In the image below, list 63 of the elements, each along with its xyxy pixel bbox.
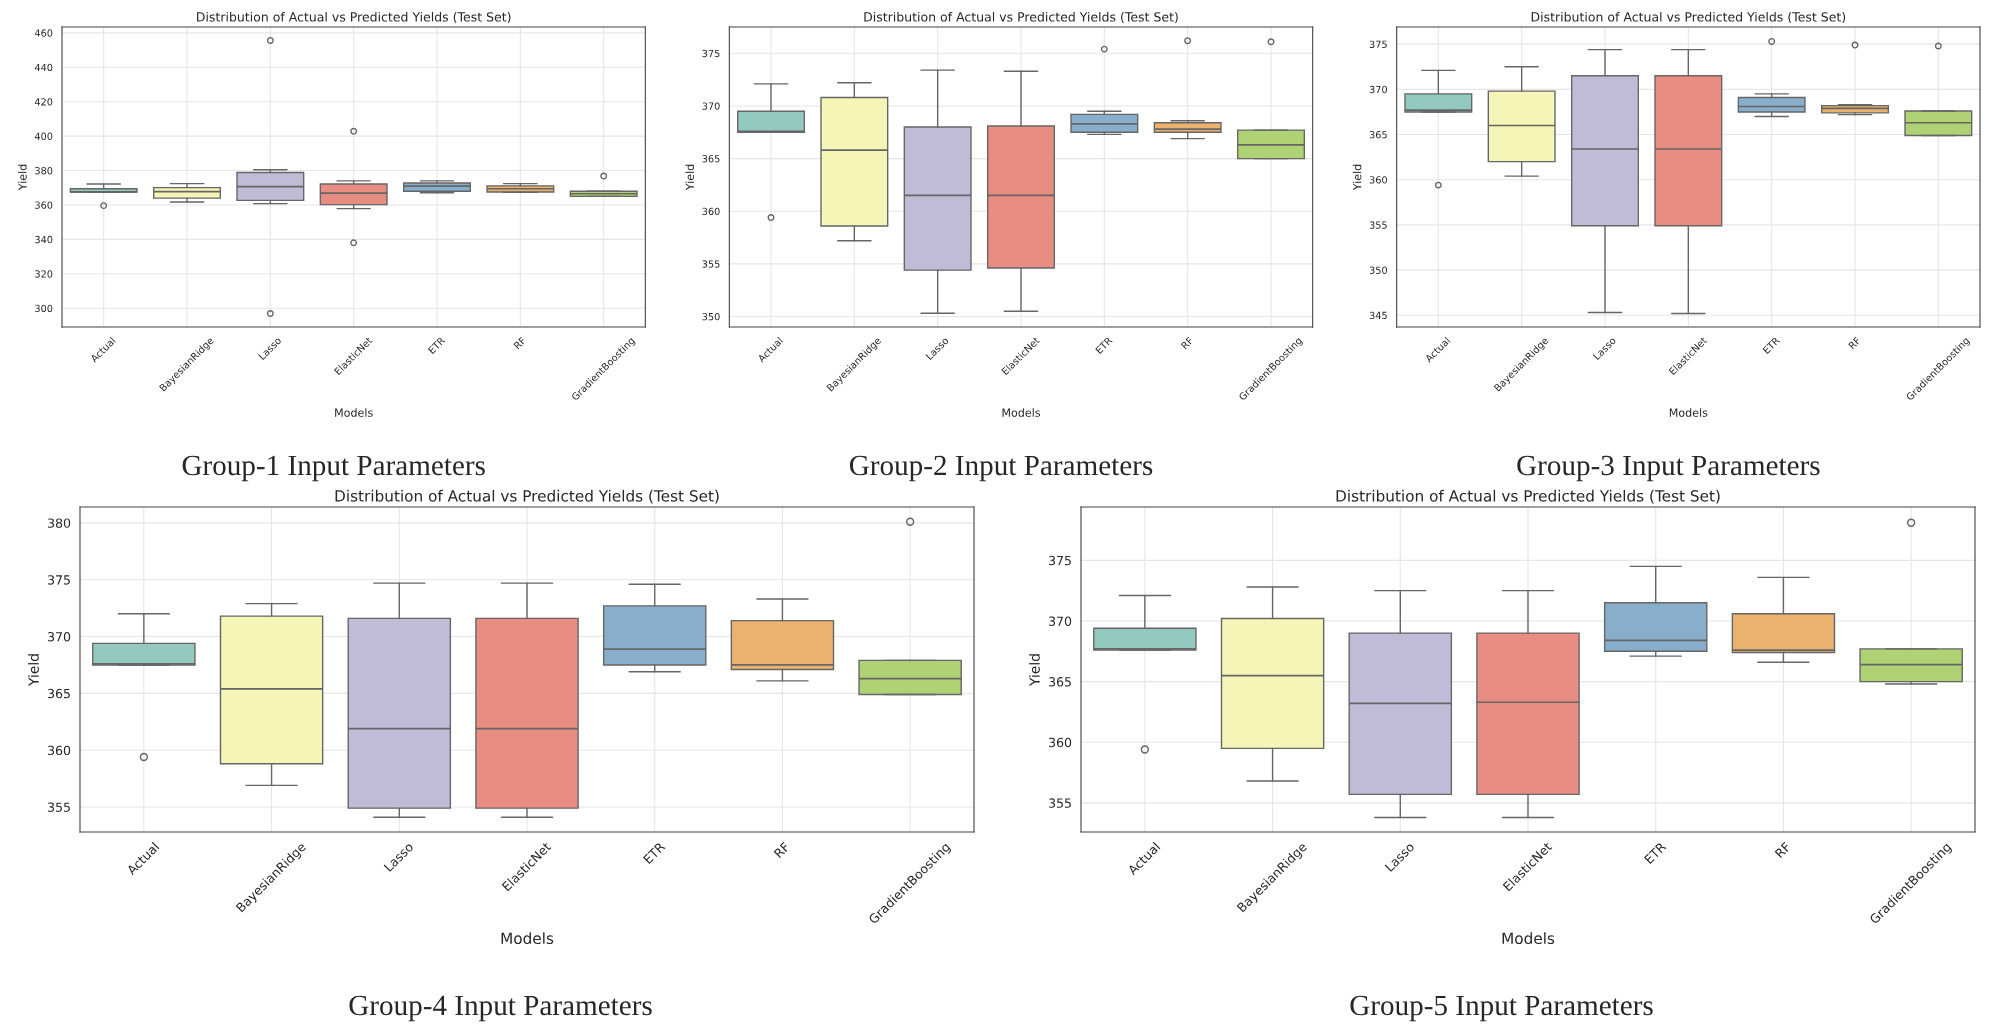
x-tick-label: RF [1180,336,1194,350]
y-tick-label: 365 [48,688,70,699]
y-tick-label: 350 [702,312,720,321]
x-tick-label: ETR [427,336,446,354]
x-axis-title: Models [1002,408,1041,417]
chart-title: Distribution of Actual vs Predicted Yields (Test Set) [1336,489,1720,504]
x-tick-label: RF [1848,336,1861,350]
y-tick-label: 360 [35,201,53,209]
y-tick-label: 360 [48,745,71,756]
y-tick-label: 360 [1369,176,1387,184]
text: Group-2 Input Parameters [849,455,1153,482]
y-tick-label: 400 [34,132,53,140]
y-tick-label: 360 [702,207,720,216]
y-tick-label: 355 [702,260,720,268]
x-tick-label: ETR [1644,841,1667,864]
y-tick-label: 375 [702,49,720,58]
chart-title: Distribution of Actual vs Predicted Yields (Test Set) [197,11,511,24]
y-tick-label: 355 [1049,798,1071,808]
chart-title: Distribution of Actual vs Predicted Yields (Test Set) [335,489,719,504]
x-tick-label: ETR [643,841,666,864]
y-tick-label: 355 [48,802,70,812]
x-tick-label: ETR [1762,336,1781,354]
y-axis-title: Yield [28,654,39,687]
chart-title: Distribution of Actual vs Predicted Yields (Test Set) [1531,11,1846,24]
y-tick-label: 375 [48,575,70,585]
text: Group-3 Input Parameters [1517,455,1820,482]
y-tick-label: 375 [1369,40,1387,48]
y-tick-label: 365 [1369,131,1387,139]
text: Group-1 Input Parameters [182,455,485,482]
text: Group-4 Input Parameters [349,995,652,1022]
y-tick-label: 370 [1049,616,1072,626]
x-tick-label: RF [1774,841,1791,859]
y-tick-label: 355 [1369,221,1387,229]
x-axis-title: Models [1669,408,1708,417]
x-tick-label: RF [773,841,790,859]
y-axis-title: Yield [1029,654,1040,687]
y-axis-title: Yield [685,164,695,191]
y-tick-label: 370 [1369,85,1387,94]
x-tick-label: ETR [1095,336,1113,354]
y-tick-label: 365 [1049,677,1071,687]
y-tick-label: 300 [35,304,53,313]
y-tick-label: 350 [1369,266,1387,274]
y-tick-label: 420 [34,98,53,106]
x-axis-title: Models [501,932,554,945]
x-axis-title: Models [335,408,373,417]
y-tick-label: 340 [35,235,53,244]
x-axis-title: Models [1502,932,1555,945]
y-tick-label: 345 [1369,311,1387,320]
y-tick-label: 370 [702,102,720,110]
y-tick-label: 380 [35,167,53,175]
chart-title: Distribution of Actual vs Predicted Yields (Test Set) [864,11,1178,24]
y-tick-label: 365 [702,155,720,163]
y-axis-title: Yield [18,164,27,191]
y-tick-label: 380 [48,518,71,528]
x-tick-label: RF [513,336,527,350]
y-tick-label: 460 [34,29,53,37]
text: Group-5 Input Parameters [1350,995,1653,1022]
y-axis-title: Yield [1352,164,1362,191]
y-tick-label: 360 [1049,737,1072,748]
y-tick-label: 440 [34,63,53,72]
y-tick-label: 375 [1049,555,1071,566]
y-tick-label: 320 [35,270,53,278]
y-tick-label: 370 [48,632,71,642]
